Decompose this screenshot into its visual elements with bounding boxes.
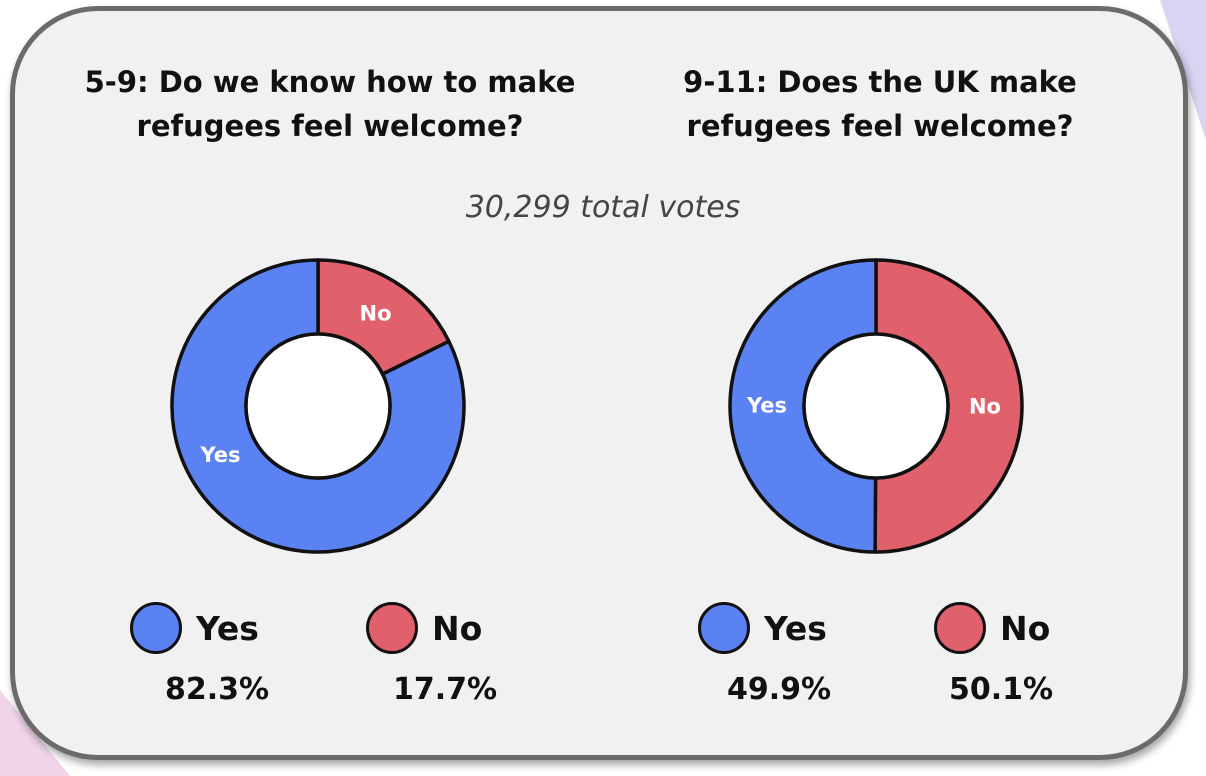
legend-swatch-no (366, 602, 418, 654)
percent-yes-age-9-11: 49.9% (726, 672, 832, 707)
legend-label-yes: Yes (764, 608, 827, 648)
legend-label-yes: Yes (196, 608, 259, 648)
legend-no-age-9-11: No (934, 602, 1050, 654)
slice-label-no: No (360, 301, 392, 325)
legend-swatch-yes (130, 602, 182, 654)
chart-title-age-9-11: 9-11: Does the UK make refugees feel wel… (683, 65, 1077, 143)
legend-yes-age-5-9: Yes (130, 602, 259, 654)
legend-no-age-5-9: No (366, 602, 482, 654)
legend-yes-age-9-11: Yes (698, 602, 827, 654)
percent-no-age-9-11: 50.1% (948, 672, 1054, 707)
slice-label-no: No (969, 394, 1001, 418)
legend-swatch-no (934, 602, 986, 654)
percent-no-age-5-9: 17.7% (392, 672, 498, 707)
donut-chart-age-9-11: No Yes (728, 258, 1024, 554)
donut-hole (802, 332, 950, 480)
legend-label-no: No (432, 608, 483, 648)
legend-label-no: No (1000, 608, 1051, 648)
total-votes-text: 30,299 total votes (465, 190, 741, 225)
slice-label-yes: Yes (200, 443, 241, 467)
donut-chart-age-5-9: No Yes (170, 258, 466, 554)
chart-title-age-5-9: 5-9: Do we know how to make refugees fee… (84, 65, 576, 143)
legend-swatch-yes (698, 602, 750, 654)
percent-yes-age-5-9: 82.3% (164, 672, 270, 707)
slice-label-yes: Yes (746, 394, 787, 418)
donut-hole (244, 332, 392, 480)
